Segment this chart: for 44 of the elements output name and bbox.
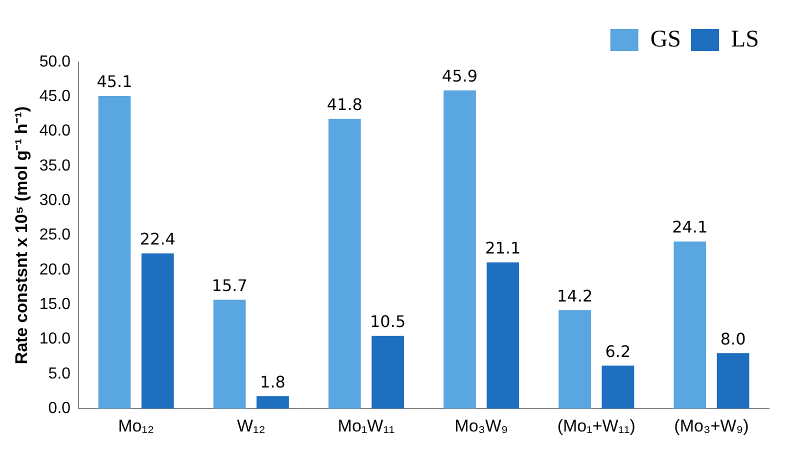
x-tick-label: Mo₁₂ bbox=[118, 416, 154, 436]
x-tick-label: Mo₁W₁₁ bbox=[338, 416, 395, 436]
bar bbox=[141, 253, 174, 409]
y-tick-label: 15.0 bbox=[39, 296, 71, 314]
bar bbox=[674, 242, 706, 409]
x-tick-label: W₁₂ bbox=[236, 416, 266, 436]
data-label: 10.5 bbox=[370, 312, 406, 331]
y-tick-label: 5.0 bbox=[48, 365, 71, 382]
legend-label: LS bbox=[730, 26, 760, 52]
data-label: 45.1 bbox=[96, 72, 132, 92]
bar bbox=[486, 262, 520, 409]
y-tick-label: 0.0 bbox=[48, 400, 71, 418]
y-tick-label: 45.0 bbox=[39, 88, 71, 106]
bar bbox=[372, 336, 404, 409]
y-tick-label: 20.0 bbox=[39, 261, 71, 278]
bar bbox=[558, 310, 591, 409]
y-tick-label: 40.0 bbox=[39, 122, 71, 140]
x-tick-label: (Mo₁+W₁₁) bbox=[557, 416, 636, 436]
y-tick-label: 35.0 bbox=[39, 157, 71, 174]
bar bbox=[716, 353, 750, 409]
data-label: 24.1 bbox=[672, 218, 708, 237]
bar bbox=[328, 118, 361, 409]
data-label: 14.2 bbox=[556, 286, 593, 306]
y-axis-title: Rate constsnt x 10⁵ (mol g⁻¹ h⁻¹) bbox=[12, 106, 31, 364]
data-label: 21.1 bbox=[485, 238, 521, 258]
x-tick-label: Mo₃W₉ bbox=[454, 416, 508, 436]
y-tick-label: 50.0 bbox=[39, 53, 71, 70]
bar bbox=[213, 300, 246, 409]
bar bbox=[256, 396, 289, 409]
y-tick-label: 25.0 bbox=[39, 226, 71, 244]
bar bbox=[98, 96, 131, 409]
bar bbox=[444, 90, 476, 409]
legend-label: GS bbox=[650, 26, 681, 52]
data-label: 22.4 bbox=[140, 229, 176, 248]
data-label: 15.7 bbox=[212, 276, 248, 295]
bar bbox=[602, 366, 634, 409]
y-tick-label: 30.0 bbox=[39, 192, 71, 210]
x-tick-label: (Mo₃+W₉) bbox=[674, 416, 749, 436]
data-label: 41.8 bbox=[326, 95, 362, 114]
data-label: 1.8 bbox=[260, 372, 286, 392]
data-label: 8.0 bbox=[720, 329, 746, 348]
data-label: 45.9 bbox=[442, 66, 478, 86]
y-tick-label: 10.0 bbox=[39, 330, 71, 348]
data-label: 6.2 bbox=[605, 342, 631, 361]
